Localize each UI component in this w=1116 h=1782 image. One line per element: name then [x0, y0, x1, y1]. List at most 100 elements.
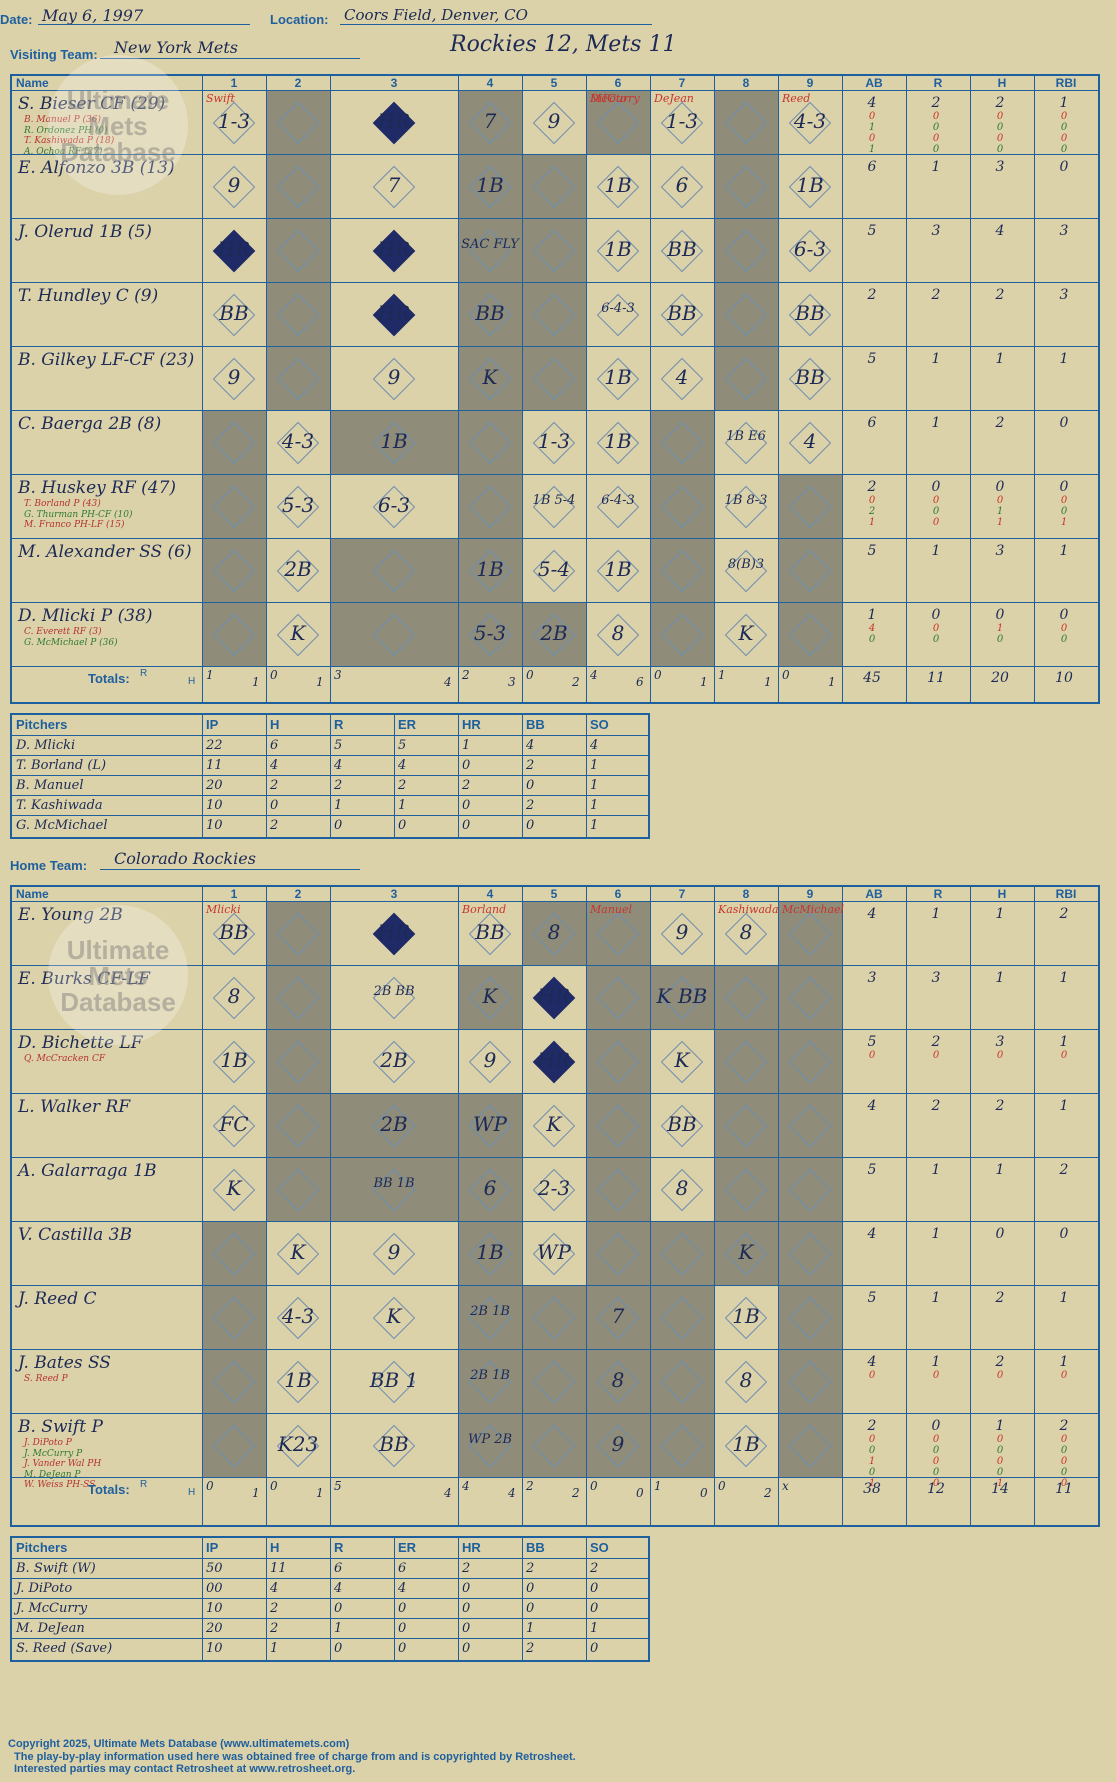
play-notation: BB — [219, 301, 249, 325]
inning-hits: 1 — [252, 675, 260, 689]
pitcher-change-note: Swift — [206, 92, 235, 105]
inning-runs: 4 — [590, 668, 598, 682]
batter-name: A. Galarraga 1B — [18, 1161, 157, 1181]
pitcher-grid-line — [586, 1538, 587, 1660]
base-diamond — [788, 1424, 832, 1468]
base-diamond — [788, 613, 832, 657]
play-notation: 4-3 — [793, 109, 827, 133]
batter-name: T. Hundley C (9) — [18, 286, 159, 306]
substitute-stat: 0 — [1060, 506, 1068, 517]
batter-rbi: 1 — [1059, 1098, 1069, 1114]
grid-line — [970, 887, 971, 1525]
total-r: 11 — [927, 670, 945, 686]
grid-line — [970, 76, 971, 702]
batter-h: 3 — [995, 1034, 1005, 1050]
base-diamond — [788, 485, 832, 529]
play-notation: 5-4 — [537, 557, 571, 581]
shaded-cell — [267, 902, 330, 1221]
play-notation: HR — [377, 301, 411, 325]
pitcher-stat: 0 — [462, 1621, 471, 1636]
batter-h: 2 — [995, 1354, 1005, 1370]
batter-name: M. Alexander SS (6) — [18, 542, 192, 562]
grid-line — [778, 887, 779, 1525]
inning-runs: 1 — [206, 668, 214, 682]
pitcher-stat: T. Kashiwada — [16, 798, 103, 813]
substitutes-list: Q. McCracken CF — [24, 1054, 105, 1065]
play-notation: WP 2B — [467, 1432, 513, 1447]
pitcher-change-note: Kashiwada — [718, 903, 779, 916]
pitcher-stat: B. Swift (W) — [16, 1561, 96, 1576]
batter-row: V. Castilla 3B K 9 1B WP K 4 1 0 0 — [12, 1221, 1098, 1286]
substitute-stat: 1 — [868, 144, 876, 155]
pitcher-stat: 10 — [206, 818, 223, 833]
batter-rbi: 2 — [1059, 1418, 1069, 1434]
hits-label: H — [188, 676, 196, 687]
batter-rbi: 2 — [1059, 1162, 1069, 1178]
batter-ab: 1 — [867, 607, 877, 623]
batter-r: 1 — [931, 1354, 941, 1370]
pitcher-change-note: DeJean — [654, 92, 694, 105]
inning-runs: 0 — [206, 1479, 214, 1493]
pitcher-grid-line — [522, 715, 523, 837]
substitute-stat: 0 — [932, 133, 940, 144]
pitchers-column-header: IP — [206, 717, 219, 732]
batter-r: 1 — [931, 351, 941, 367]
pitcher-stat: 2 — [270, 818, 279, 833]
substitute-stat: 0 — [932, 1445, 940, 1456]
game-score-title: Rockies 12, Mets 11 — [450, 32, 677, 57]
play-notation: K — [482, 984, 498, 1008]
pitcher-grid-line — [458, 1538, 459, 1660]
batter-rbi: 0 — [1059, 479, 1069, 495]
play-notation: 2-3 — [537, 1176, 571, 1200]
pitcher-stat: 1 — [334, 1621, 343, 1636]
stat-header-h: H — [997, 76, 1007, 90]
substitute-stat: 0 — [1060, 1456, 1068, 1467]
substitute-stat: 0 — [1060, 1467, 1068, 1478]
substitutes-list: J. DiPoto P J. McCurry P J. Vander Wal PH M… — [24, 1438, 101, 1491]
inning-runs: 1 — [718, 668, 726, 682]
batter-h: 0 — [995, 1226, 1005, 1242]
play-notation: 9 — [387, 1240, 401, 1264]
base-diamond — [660, 421, 704, 465]
batter-ab: 5 — [867, 1290, 877, 1306]
substitute-name: T. Kashiwada P (18) — [24, 136, 115, 146]
base-diamond — [724, 229, 768, 273]
pitcher-stat: 0 — [398, 818, 407, 833]
pitcher-stat: 0 — [398, 1621, 407, 1636]
substitute-stat: 0 — [932, 634, 940, 645]
batter-name: L. Walker RF — [18, 1097, 131, 1117]
batter-h: 2 — [995, 95, 1005, 111]
stat-header-ab: AB — [865, 887, 883, 901]
base-diamond — [788, 549, 832, 593]
play-notation: 6-3 — [793, 237, 827, 261]
inning-runs: 0 — [654, 668, 662, 682]
batter-ab: 5 — [867, 223, 877, 239]
pitcher-stat: 0 — [334, 1601, 343, 1616]
grid-line — [650, 887, 651, 1525]
inning-header-2: 2 — [294, 76, 302, 90]
play-notation: 8 — [611, 621, 625, 645]
inning-hits: 4 — [444, 675, 452, 689]
play-notation: 1B — [732, 1432, 760, 1456]
play-notation: 1-3 — [537, 429, 571, 453]
pitcher-stat: 1 — [462, 738, 471, 753]
batter-rbi: 0 — [1059, 1226, 1069, 1242]
substitute-stat: 0 — [932, 1050, 940, 1061]
pitcher-stat: 0 — [590, 1581, 599, 1596]
shaded-cell — [587, 902, 650, 1477]
base-diamond — [212, 1232, 256, 1276]
substitute-stat: 0 — [932, 144, 940, 155]
base-diamond — [596, 1168, 640, 1212]
pitcher-stat: 2 — [270, 1601, 279, 1616]
batter-name: E. Alfonzo 3B (13) — [18, 158, 175, 178]
substitute-stat: 1 — [996, 623, 1004, 634]
pitcher-row: J. McCurry 10 2 0 0 0 0 0 — [12, 1598, 648, 1619]
pitcher-stat: M. DeJean — [16, 1621, 85, 1636]
inning-header-8: 8 — [742, 887, 750, 901]
grid-line — [906, 887, 907, 1525]
substitute-stat: 0 — [868, 634, 876, 645]
batter-r: 1 — [931, 159, 941, 175]
base-diamond — [532, 229, 576, 273]
base-diamond — [788, 976, 832, 1020]
grid-line — [650, 76, 651, 702]
